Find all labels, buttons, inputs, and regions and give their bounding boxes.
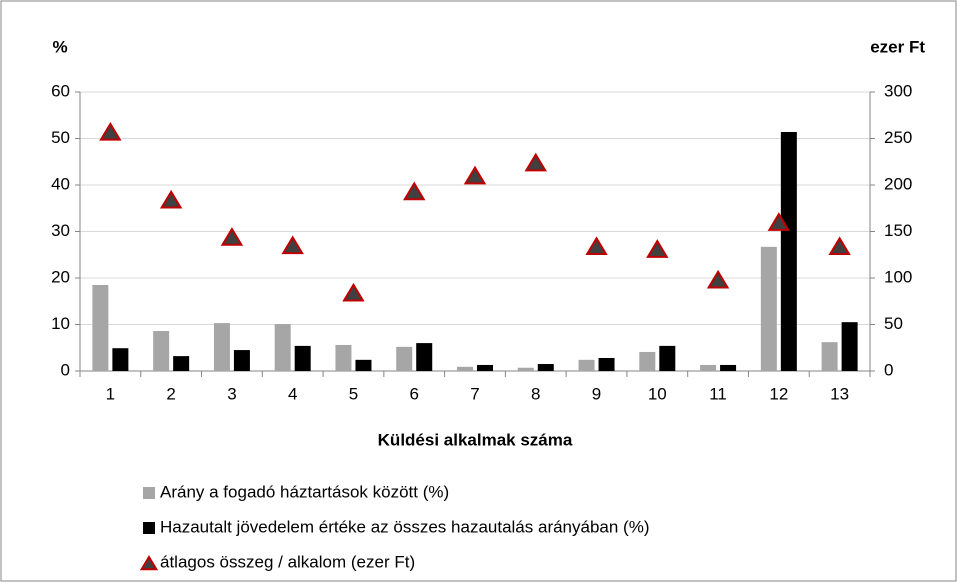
- bar: [720, 364, 737, 371]
- legend-swatch: [143, 522, 155, 534]
- x-tick-label: 8: [531, 384, 540, 403]
- y2-axis-label: ezer Ft: [870, 37, 925, 56]
- triangle-marker: [403, 181, 426, 201]
- bar: [213, 323, 230, 371]
- bar: [537, 364, 554, 371]
- y2-tick-label: 200: [884, 174, 912, 193]
- bar: [700, 364, 717, 371]
- x-tick-label: 1: [106, 384, 115, 403]
- legend-label: átlagos összeg / alkalom (ezer Ft): [160, 552, 415, 571]
- bar: [477, 364, 493, 371]
- x-tick-label: 3: [227, 384, 236, 403]
- triangle-marker: [463, 165, 487, 185]
- y-tick-label: 20: [51, 267, 70, 286]
- x-tick-label: 13: [830, 384, 849, 403]
- y2-tick-label: 150: [884, 221, 912, 240]
- bar: [233, 350, 250, 371]
- bar: [760, 246, 777, 371]
- bar: [598, 357, 615, 371]
- bar: [92, 284, 109, 371]
- y-tick-label: 40: [51, 174, 70, 193]
- y-tick-label: 0: [61, 360, 70, 379]
- bar: [112, 348, 129, 371]
- legend-swatch: [139, 555, 159, 571]
- x-tick-label: 4: [288, 384, 297, 403]
- x-tick-label: 7: [470, 384, 479, 403]
- y2-tick-label: 250: [884, 128, 912, 147]
- bar: [355, 359, 372, 371]
- bar: [153, 331, 170, 371]
- bar: [639, 351, 656, 371]
- triangle-marker: [281, 235, 304, 255]
- x-tick-label: 10: [648, 384, 667, 403]
- bar: [659, 345, 676, 371]
- bar: [517, 367, 534, 371]
- legend-label: Arány a fogadó háztartások között (%): [160, 482, 449, 501]
- triangle-marker: [706, 269, 730, 289]
- x-tick-label: 12: [769, 384, 788, 403]
- y-tick-label: 10: [51, 314, 70, 333]
- x-axis-title: Küldési alkalmak száma: [378, 430, 573, 449]
- x-tick-label: 6: [409, 384, 418, 403]
- y-tick-label: 30: [51, 221, 70, 240]
- bar: [578, 359, 595, 371]
- y-tick-label: 60: [51, 81, 70, 100]
- bar: [416, 343, 433, 371]
- legend-label: Hazautalt jövedelem értéke az összes haz…: [160, 517, 650, 536]
- y2-tick-label: 300: [884, 81, 912, 100]
- triangle-marker: [767, 212, 791, 231]
- bar: [294, 345, 311, 371]
- triangle-marker: [342, 282, 365, 302]
- bar: [821, 342, 838, 371]
- triangle-marker: [585, 236, 608, 256]
- triangle-marker: [220, 227, 244, 246]
- y-tick-label: 50: [51, 128, 70, 147]
- x-tick-label: 9: [592, 384, 601, 403]
- triangle-marker: [99, 121, 122, 141]
- triangle-marker: [828, 236, 851, 256]
- triangle-marker: [159, 189, 183, 209]
- x-tick-label: 11: [709, 384, 727, 403]
- y2-tick-label: 100: [884, 267, 912, 286]
- y2-tick-label: 0: [884, 360, 893, 379]
- bar: [173, 356, 190, 371]
- x-tick-label: 5: [349, 384, 358, 403]
- triangle-marker: [646, 239, 669, 258]
- y-axis-label: %: [52, 37, 67, 56]
- legend-swatch: [143, 487, 155, 499]
- bar: [780, 131, 797, 371]
- x-tick-label: 2: [166, 384, 175, 403]
- bar: [335, 344, 352, 371]
- bar: [457, 366, 473, 371]
- bar: [841, 322, 858, 371]
- bar: [274, 324, 291, 371]
- bar: [396, 346, 413, 371]
- triangle-marker: [524, 152, 547, 172]
- y2-tick-label: 50: [884, 314, 903, 333]
